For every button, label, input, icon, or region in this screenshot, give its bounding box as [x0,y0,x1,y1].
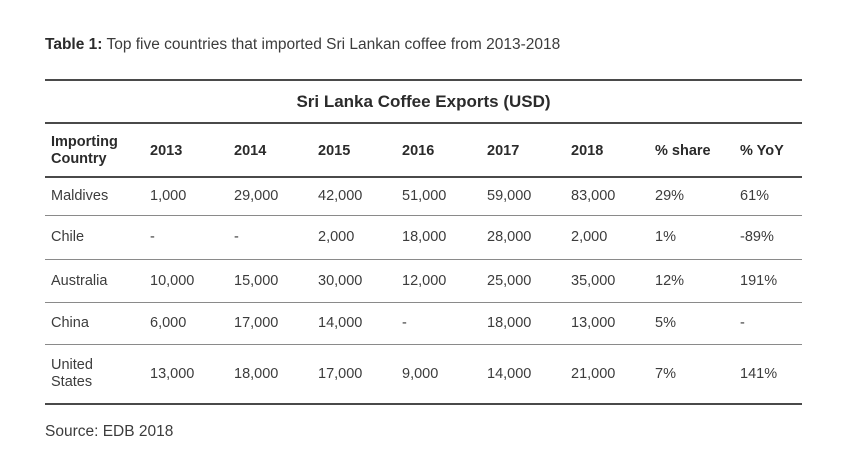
table-row: China 6,000 17,000 14,000 - 18,000 13,00… [45,303,802,344]
cell-2016: 51,000 [402,188,447,204]
header-rule [45,176,802,178]
cell-yoy: 191% [740,272,778,289]
header-importing-country: Importing Country [51,134,118,167]
caption-text: Top five countries that imported Sri Lan… [106,36,561,53]
cell-yoy: -89% [740,229,774,245]
cell-2013: - [150,229,155,245]
cell-share: 12% [655,272,685,289]
cell-2018: 13,000 [571,315,616,331]
cell-2013: 6,000 [150,315,187,331]
cell-2014: 15,000 [234,272,279,289]
cell-2017: 28,000 [487,229,532,245]
header-2018: 2018 [571,142,604,159]
cell-2018: 83,000 [571,188,616,204]
cell-2016: 12,000 [402,272,447,289]
cell-share: 7% [655,365,676,382]
cell-2016: 18,000 [402,229,447,245]
row-divider [45,344,802,345]
cell-2018: 2,000 [571,229,608,245]
header-2015: 2015 [318,142,351,159]
header-2017: 2017 [487,142,520,159]
table-header-row: Importing Country 2013 2014 2015 2016 20… [45,126,802,176]
source-note: Source: EDB 2018 [45,423,174,440]
header-2016: 2016 [402,142,435,159]
cell-2018: 35,000 [571,272,616,289]
cell-2018: 21,000 [571,365,616,382]
cell-2015: 17,000 [318,365,363,382]
cell-share: 1% [655,229,676,245]
cell-2013: 1,000 [150,188,187,204]
cell-share: 29% [655,188,685,204]
table-title: Sri Lanka Coffee Exports (USD) [296,92,551,111]
row-divider [45,302,802,303]
cell-yoy: 141% [740,365,778,382]
cell-2013: 10,000 [150,272,195,289]
cell-yoy: 61% [740,188,770,204]
cell-yoy: - [740,315,745,331]
header-share: % share [655,142,711,159]
cell-2014: 29,000 [234,188,279,204]
title-rule [45,122,802,124]
header-2013: 2013 [150,142,183,159]
cell-2017: 59,000 [487,188,532,204]
table-row: Chile - - 2,000 18,000 28,000 2,000 1% -… [45,216,802,259]
row-country: Maldives [51,188,109,204]
table-row: Australia 10,000 15,000 30,000 12,000 25… [45,260,802,302]
row-country: Chile [51,229,85,245]
cell-2017: 25,000 [487,272,532,289]
row-country: China [51,315,89,331]
caption-label: Table 1: [45,36,103,53]
cell-2016: - [402,315,407,331]
cell-2017: 18,000 [487,315,532,331]
table-caption: Table 1: Top five countries that importe… [45,36,560,54]
cell-2015: 30,000 [318,272,363,289]
cell-2013: 13,000 [150,365,195,382]
cell-2015: 2,000 [318,229,355,245]
cell-2015: 42,000 [318,188,363,204]
top-rule [45,79,802,81]
cell-2014: 18,000 [234,365,279,382]
cell-share: 5% [655,315,676,331]
cell-2014: - [234,229,239,245]
row-divider [45,259,802,260]
table-row: Maldives 1,000 29,000 42,000 51,000 59,0… [45,178,802,215]
header-yoy: % YoY [740,142,784,159]
cell-2016: 9,000 [402,365,439,382]
header-2014: 2014 [234,142,267,159]
cell-2017: 14,000 [487,365,532,382]
row-divider [45,215,802,216]
bottom-rule [45,403,802,405]
cell-2015: 14,000 [318,315,363,331]
row-country: Australia [51,272,108,289]
table-row: United States 13,000 18,000 17,000 9,000… [45,345,802,403]
cell-2014: 17,000 [234,315,279,331]
row-country: United States [51,357,93,390]
